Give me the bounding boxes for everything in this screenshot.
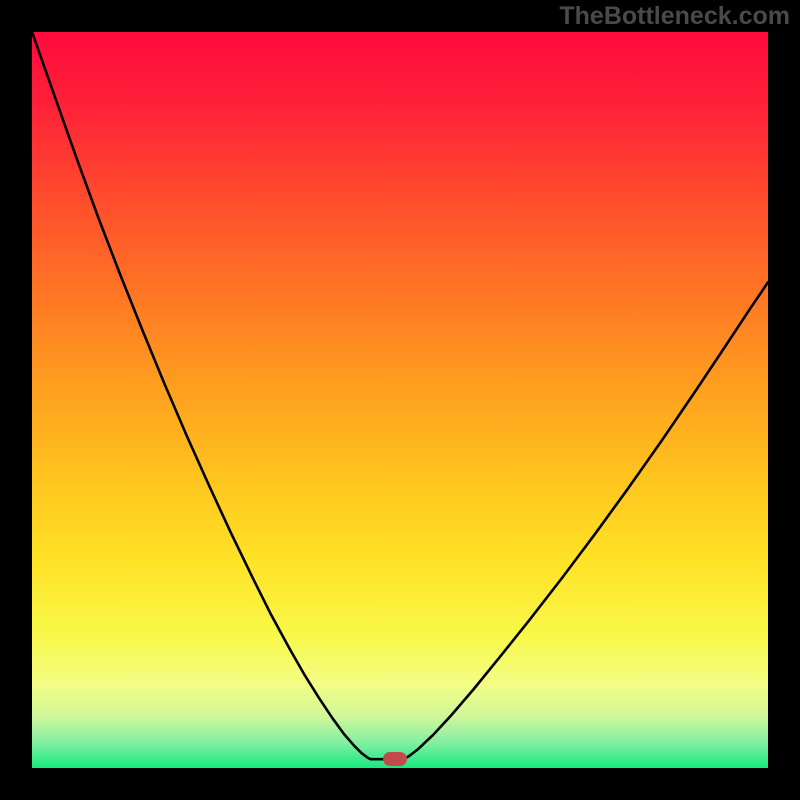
plot-area <box>32 32 768 768</box>
watermark-text: TheBottleneck.com <box>559 2 790 31</box>
chart-stage: TheBottleneck.com <box>0 0 800 800</box>
bottleneck-curve <box>32 32 768 768</box>
optimal-marker <box>383 752 407 766</box>
